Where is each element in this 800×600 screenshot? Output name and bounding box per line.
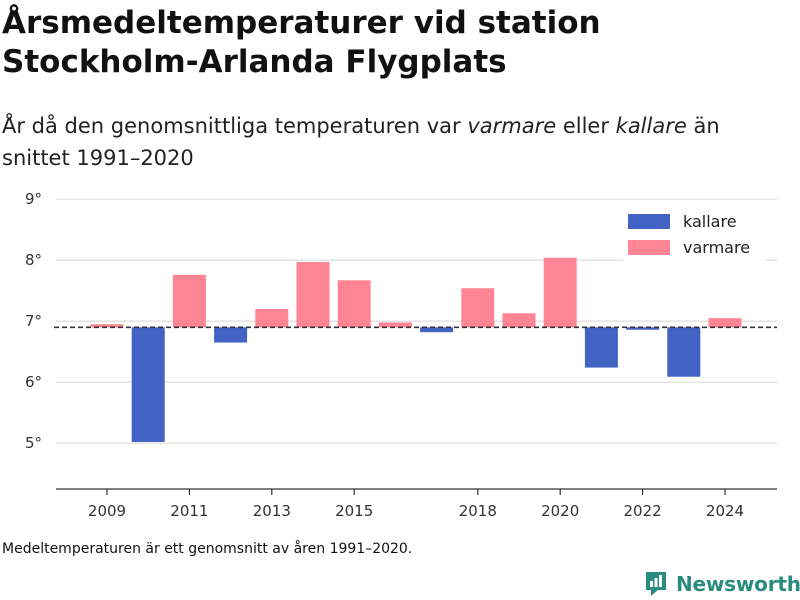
subtitle-part1: År då den genomsnittliga temperaturen va…: [2, 114, 468, 138]
y-tick-label: 6°: [25, 373, 42, 391]
x-tick-label: 2015: [335, 502, 373, 520]
brand-name: Newsworthy: [676, 572, 800, 596]
subtitle-warm-word: varmare: [467, 114, 557, 138]
bar-2011: [172, 274, 206, 328]
subtitle-part3: än snittet 1991–2020: [2, 114, 720, 170]
legend-label-kallare: kallare: [683, 212, 737, 231]
y-tick-label: 5°: [25, 434, 42, 452]
bar-2017: [420, 327, 454, 333]
footnote: Medeltemperaturen är ett genomsnitt av å…: [2, 541, 413, 557]
bar-2016: [378, 322, 412, 328]
legend: kallare varmare: [623, 208, 766, 266]
bar-2022: [626, 327, 660, 330]
chart-subtitle: År då den genomsnittliga temperaturen va…: [2, 110, 782, 174]
bars: [90, 257, 742, 443]
legend-swatch-kallare: [628, 214, 670, 229]
y-tick-label: 8°: [25, 251, 42, 269]
bar-2015: [337, 280, 371, 328]
x-tick-label: 2022: [624, 502, 662, 520]
bar-2019: [502, 313, 536, 328]
subtitle-part2: eller: [556, 114, 616, 138]
bar-2020: [543, 257, 577, 328]
x-tick-label: 2009: [88, 502, 126, 520]
bar-2009: [90, 324, 124, 328]
bar-2021: [584, 327, 618, 368]
bar-2012: [214, 327, 248, 343]
bar-2018: [461, 288, 495, 328]
legend-swatch-varmare: [628, 240, 670, 255]
axes: 5° 6° 7° 8° 9° 2009 2011 2013 2015 2018 2020 2022 20…: [25, 190, 777, 520]
bar-chart: 5° 6° 7° 8° 9° 2009 2011 2013 2015 2018 2020 2022 20…: [25, 190, 777, 520]
bar-2024: [708, 318, 742, 328]
y-tick-label: 9°: [25, 190, 42, 208]
chart-title: Årsmedeltemperaturer vid station Stockho…: [2, 5, 601, 80]
brand-logo: Newsworthy: [644, 568, 800, 600]
bar-2013: [255, 308, 289, 328]
subtitle-cold-word: kallare: [615, 114, 687, 138]
x-tick-label: 2020: [541, 502, 579, 520]
newsworthy-icon: [646, 572, 666, 596]
bar-2014: [296, 262, 330, 328]
legend-label-varmare: varmare: [683, 238, 750, 257]
x-tick-label: 2024: [706, 502, 744, 520]
bar-2023: [667, 327, 701, 377]
bar-2010: [131, 327, 165, 443]
y-tick-label: 7°: [25, 312, 42, 330]
x-tick-label: 2011: [170, 502, 208, 520]
x-tick-label: 2013: [253, 502, 291, 520]
x-tick-label: 2018: [459, 502, 497, 520]
